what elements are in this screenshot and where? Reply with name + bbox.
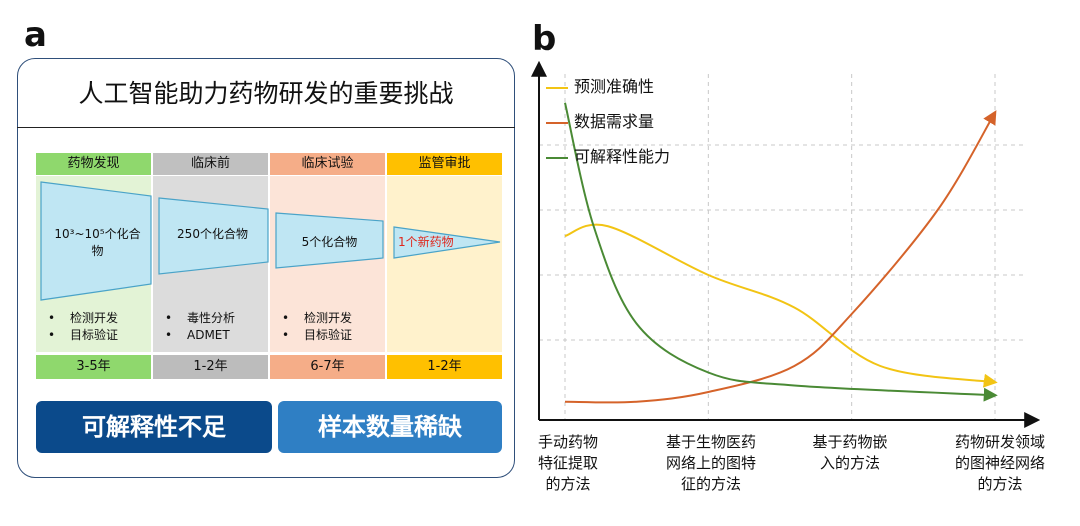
x-label-gnn: 药物研发领域 的图神经网络 的方法	[954, 433, 1045, 493]
stage-header-approval: 监管审批	[387, 153, 502, 175]
challenge-interpretability: 可解释性不足	[36, 401, 272, 453]
series-line-2	[564, 102, 998, 402]
compounds-preclinical: 250个化合物	[177, 227, 248, 241]
legend-label: 预测准确性	[574, 77, 655, 96]
duration-discovery: 3-5年	[36, 355, 151, 379]
funnel-segment-approval	[393, 226, 501, 259]
x-label-manual: 手动药物 特征提取 的方法	[537, 433, 598, 493]
bullet-text: 目标验证	[304, 328, 353, 342]
method-comparison-chart	[531, 60, 1041, 428]
panel-a-letter: a	[24, 15, 47, 55]
panel-a-title: 人工智能助力药物研发的重要挑战	[78, 79, 454, 108]
legend-label: 数据需求量	[574, 112, 655, 131]
funnel-segment-preclinical	[158, 197, 269, 275]
funnel-diagram	[40, 181, 501, 301]
duration-preclinical: 1-2年	[153, 355, 268, 379]
legend-item-accuracy: 预测准确性	[546, 77, 670, 97]
bullets-clinical: • 检测开发 • 目标验证	[282, 311, 353, 342]
bullet-text: ADMET	[187, 328, 230, 342]
title-divider	[17, 127, 515, 128]
funnel-segment-discovery	[40, 181, 152, 301]
panel-b-letter: b	[532, 19, 557, 59]
bullet-text: 目标验证	[70, 328, 119, 342]
legend-label: 可解释性能力	[574, 147, 671, 166]
bullet-text: 检测开发	[70, 311, 119, 325]
series-line-0	[564, 223, 998, 388]
stage-header-discovery: 药物发现	[36, 153, 151, 175]
challenge-sample-scarcity: 样本数量稀缺	[278, 401, 502, 453]
chart-grid	[539, 74, 1025, 420]
stage-header-preclinical: 临床前	[153, 153, 268, 175]
x-label-network: 基于生物医药 网络上的图特 征的方法	[665, 433, 756, 493]
chart-legend: 预测准确性 数据需求量 可解释性能力	[546, 77, 670, 167]
legend-item-data-demand: 数据需求量	[546, 112, 670, 132]
stage-header-clinical: 临床试验	[270, 153, 385, 175]
panel-a-frame	[17, 58, 515, 478]
stage-column-approval	[387, 176, 502, 352]
compounds-discovery: 10³~10⁵个化合物	[54, 227, 141, 258]
duration-approval: 1-2年	[387, 355, 502, 379]
chart-series	[564, 102, 998, 404]
bullet-text: 检测开发	[304, 311, 353, 325]
legend-item-interpretability: 可解释性能力	[546, 147, 670, 167]
compounds-approval: 1个新药物	[398, 235, 454, 249]
legend-swatch	[546, 121, 568, 124]
compounds-clinical: 5个化合物	[301, 235, 358, 249]
x-label-embedding: 基于药物嵌 入的方法	[812, 433, 888, 472]
legend-swatch	[546, 156, 568, 159]
bullets-discovery: • 检测开发 • 目标验证	[48, 311, 119, 342]
funnel-segment-clinical	[275, 212, 384, 269]
legend-swatch	[546, 86, 568, 89]
series-line-1	[564, 110, 997, 404]
bullets-preclinical: • 毒性分析 • ADMET	[165, 311, 236, 342]
bullet-text: 毒性分析	[187, 311, 236, 325]
duration-clinical: 6-7年	[270, 355, 385, 379]
